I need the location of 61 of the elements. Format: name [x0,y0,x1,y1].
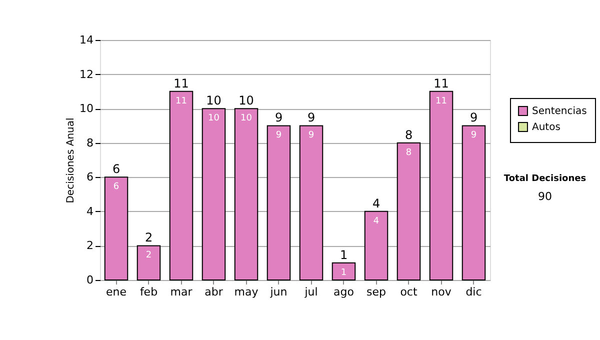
y-tick-label: 2 [86,239,94,252]
total-label: 6 [112,162,120,176]
y-tick-label: 8 [86,136,94,150]
x-tick-label: feb [140,286,158,298]
total-label: 4 [372,196,380,210]
x-tick-label: dic [466,286,482,298]
x-tick-label: nov [431,286,452,298]
bar [332,262,356,280]
data-label: 4 [373,216,380,226]
data-label: 9 [308,130,314,141]
data-label: 8 [406,148,412,158]
text: Total Decisiones [504,174,586,184]
data-label: 2 [146,250,152,261]
total-label: 10 [206,94,222,108]
y-tick-label: 12 [80,68,94,81]
y-tick-label: 10 [80,102,94,116]
x-tick-label: abr [204,286,224,298]
y-tick-label: 0 [86,274,94,286]
y-axis-title: Decisiones Anual [66,118,77,204]
total-label: 2 [144,230,153,245]
data-label: 11 [436,96,447,106]
x-tick-label: jun [269,286,288,298]
bar [364,210,388,280]
data-label: 9 [276,130,282,141]
x-tick-label: jul [304,286,318,298]
total-label: 11 [174,76,189,90]
y-tick-label: 4 [86,204,94,218]
y-tick-label: 6 [86,170,94,184]
data-label: 9 [470,130,477,141]
bar [136,245,161,280]
total-label: 1 [340,248,348,262]
x-tick-label: ene [106,286,127,298]
bar [202,108,226,280]
bar [169,90,194,280]
legend-label: Sentencias [532,106,587,117]
total-label: 9 [470,110,478,125]
total-label: 11 [434,76,449,90]
legend-label: Autos [532,122,560,133]
data-label: 6 [113,182,120,192]
text: 90 [538,190,552,203]
data-label: 1 [340,268,347,278]
x-tick-label: ago [334,286,354,298]
total-label: 8 [404,128,413,142]
bar [462,125,486,280]
total-label: 9 [307,110,316,125]
x-tick-label: oct [400,286,418,298]
bar [396,142,421,280]
bar [429,90,454,280]
bar [266,125,291,280]
data-label: 10 [208,114,220,124]
x-tick-label: may [234,286,259,298]
bar [299,125,324,280]
x-tick-label: sep [366,286,386,298]
data-label: 11 [176,96,187,106]
x-tick-label: mar [170,286,193,298]
data-label: 10 [240,114,252,124]
bar [104,176,128,280]
y-tick-label: 14 [80,34,94,46]
bar [234,108,258,280]
total-label: 9 [274,110,283,125]
total-label: 10 [238,94,254,108]
